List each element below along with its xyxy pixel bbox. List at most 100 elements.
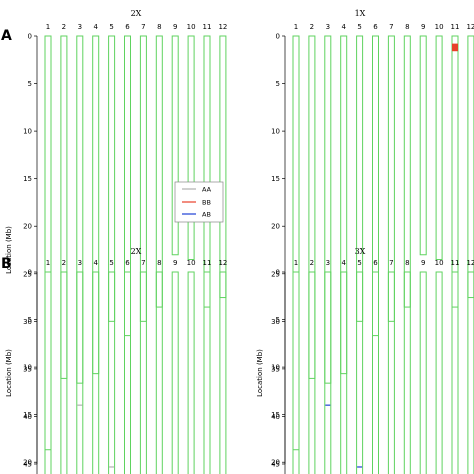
chromosome-5 (356, 35, 364, 322)
chromosome-label-3: 3 (78, 259, 82, 267)
chromosome-label-11: 11 (451, 259, 460, 267)
chromosome-label-4: 4 (93, 259, 98, 267)
chromosome-label-6: 6 (125, 23, 130, 31)
chromosome-7 (139, 271, 147, 474)
chart-title: 2X (131, 9, 142, 18)
chromosome-label-12: 12 (466, 23, 474, 31)
chromosome-label-4: 4 (341, 23, 346, 31)
chromosome-2 (60, 35, 68, 379)
chromosome-2 (308, 271, 316, 474)
chromosome-10 (435, 35, 443, 261)
chromosome-7 (387, 35, 395, 322)
chromosome-10 (187, 271, 195, 474)
chromosome-label-9: 9 (173, 259, 177, 267)
chromosome-4 (92, 35, 100, 375)
chromosome-7 (139, 35, 147, 322)
y-tick-label: 15 (23, 411, 32, 419)
chromosome-6 (372, 271, 379, 474)
chromosome-8 (403, 35, 411, 308)
chromosome-label-11: 11 (203, 259, 212, 267)
chromosome-label-3: 3 (326, 259, 330, 267)
chromosome-6 (372, 35, 379, 337)
chromosome-11 (451, 271, 459, 474)
chromosome-label-12: 12 (218, 23, 227, 31)
y-tick-label: 15 (271, 175, 280, 183)
chromosome-label-1: 1 (294, 259, 298, 267)
chart-title: 1X (355, 9, 366, 18)
chromosome-3 (324, 35, 332, 384)
chromosome-label-8: 8 (405, 259, 409, 267)
chromosome-8 (155, 35, 163, 308)
chromosome-label-5: 5 (109, 259, 113, 267)
chromosome-label-6: 6 (373, 23, 378, 31)
y-tick-label: 15 (23, 175, 32, 183)
chromosome-label-10: 10 (187, 23, 196, 31)
y-tick-label: 10 (23, 364, 32, 372)
chromosome-label-6: 6 (125, 259, 130, 267)
chromosome-5 (356, 271, 364, 474)
chromosome-1 (292, 271, 300, 474)
chromosome-11 (451, 35, 459, 308)
chromosome-label-2: 2 (62, 23, 66, 31)
chromosome-3 (76, 271, 84, 474)
legend-label-bb: BB (202, 199, 211, 207)
chromosome-9 (171, 35, 179, 256)
legend-label-ab: AB (202, 211, 211, 219)
y-tick-label: 20 (23, 223, 32, 231)
panel-label-a: A (1, 28, 12, 44)
chromosome-4 (92, 271, 100, 474)
chromosome-6 (124, 271, 131, 474)
y-tick-label: 45 (271, 461, 280, 469)
chromosome-8 (403, 271, 411, 474)
y-tick-label: 0 (276, 269, 280, 277)
chromosome-label-11: 11 (203, 23, 212, 31)
y-tick-label: 35 (271, 365, 280, 373)
chromosome-1 (44, 271, 52, 474)
chart-title: 2X (131, 247, 142, 256)
chromosome-10 (435, 271, 443, 474)
chromosome-11 (203, 271, 211, 474)
y-tick-label: 0 (28, 33, 32, 41)
chromosome-label-10: 10 (435, 259, 444, 267)
chromosome-5 (108, 35, 116, 322)
chromosome-label-2: 2 (310, 23, 314, 31)
chromosome-10 (187, 35, 195, 261)
y-tick-label: 25 (271, 270, 280, 278)
y-tick-label: 0 (28, 269, 32, 277)
y-tick-label: 5 (28, 316, 32, 324)
chromosome-label-12: 12 (466, 259, 474, 267)
chromosome-12 (467, 271, 474, 474)
chromosome-12 (219, 35, 227, 299)
chromosome-label-5: 5 (357, 23, 361, 31)
chromosome-label-4: 4 (341, 259, 346, 267)
chromosome-label-1: 1 (294, 23, 298, 31)
chromosome-label-7: 7 (389, 259, 393, 267)
chromosome-label-11: 11 (451, 23, 460, 31)
chromosome-label-1: 1 (46, 23, 50, 31)
chromosome-6 (124, 35, 131, 337)
chromosome-8 (155, 271, 163, 474)
chromosome-label-9: 9 (421, 23, 425, 31)
chromosome-3 (76, 35, 84, 384)
chromosome-label-5: 5 (357, 259, 361, 267)
chromosome-2 (60, 271, 68, 474)
y-tick-label: 30 (271, 318, 280, 326)
chart-title: 3X (355, 247, 366, 256)
y-tick-label: 45 (23, 461, 32, 469)
chromosome-3 (324, 271, 332, 474)
y-tick-label: 5 (276, 316, 280, 324)
chromosome-label-8: 8 (405, 23, 409, 31)
chromosome-5 (108, 271, 116, 474)
y-tick-label: 20 (271, 459, 280, 467)
chromosome-label-4: 4 (93, 23, 98, 31)
legend: AA BB AB (174, 181, 224, 223)
chromosome-label-8: 8 (157, 259, 161, 267)
chromosome-label-7: 7 (141, 259, 145, 267)
y-tick-label: 5 (28, 80, 32, 88)
chromosome-9 (171, 271, 179, 474)
chromosome-label-2: 2 (310, 259, 314, 267)
